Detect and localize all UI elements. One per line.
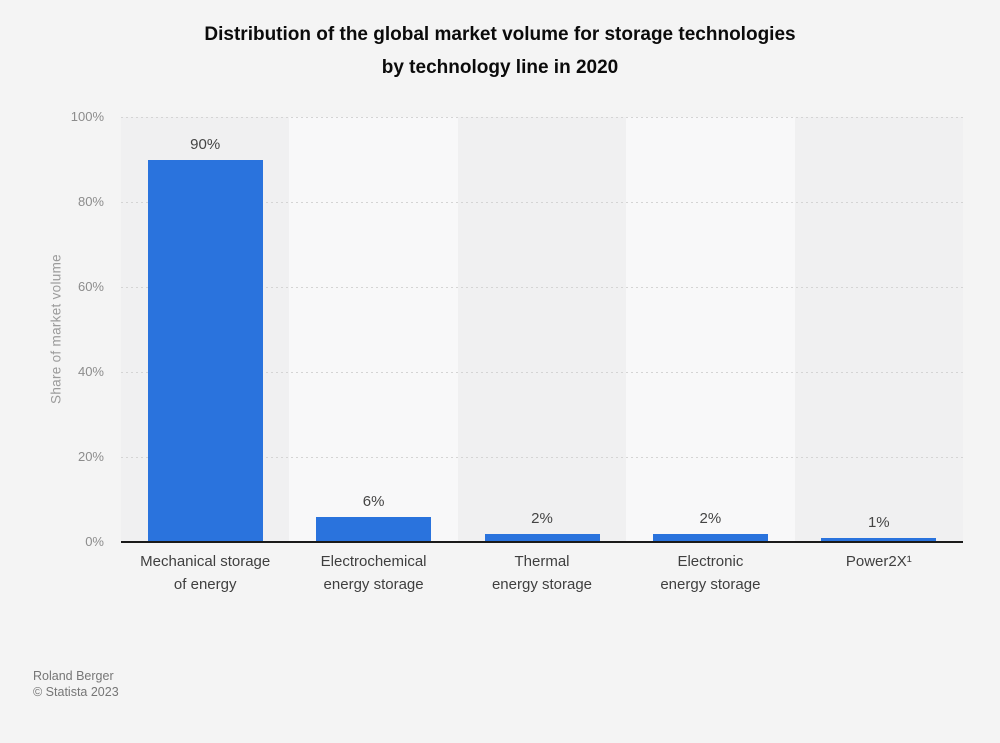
category-label-line: Thermal: [514, 553, 570, 570]
category-label: Power2X¹: [795, 550, 963, 573]
plot-area: 90% 6% 2% 2% 1%: [121, 117, 963, 543]
plot-band: [794, 117, 963, 542]
category-label-line: of energy: [173, 576, 237, 593]
category-label: Electrochemical energy storage: [289, 550, 457, 596]
bar[interactable]: [652, 533, 768, 542]
category-label-line: Mechanical storage: [140, 553, 271, 570]
bar[interactable]: [821, 537, 937, 542]
gridline: [121, 287, 963, 288]
bar-value-label: 2%: [531, 509, 553, 527]
y-tick-label: 40%: [77, 364, 104, 379]
bar-value-label: 1%: [867, 513, 890, 531]
y-tick-label: 80%: [77, 194, 104, 209]
y-tick-label: 0%: [85, 534, 104, 549]
chart-title-line-2: by technology line in 2020: [381, 57, 619, 78]
category-label-line: energy storage: [323, 576, 424, 593]
category-label-line: Electrochemical: [320, 553, 427, 570]
gridline: [121, 117, 963, 118]
bar[interactable]: [147, 159, 263, 542]
y-tick-label: 60%: [77, 279, 104, 294]
bar[interactable]: [484, 533, 600, 542]
gridline: [121, 202, 963, 203]
x-axis-line: [121, 541, 963, 543]
category-label: Thermal energy storage: [458, 550, 626, 596]
category-label: Mechanical storage of energy: [121, 550, 289, 596]
source-text: Roland Berger: [33, 669, 114, 683]
category-label-line: Power2X¹: [845, 553, 912, 570]
plot-band: [457, 117, 627, 542]
bar[interactable]: [316, 516, 432, 542]
chart-title-line-1: Distribution of the global market volume…: [204, 24, 796, 45]
gridline: [121, 457, 963, 458]
copyright-text: © Statista 2023: [33, 684, 119, 699]
y-tick-label: 20%: [77, 449, 104, 464]
category-label: Electronic energy storage: [626, 550, 794, 596]
bar-value-label: 90%: [190, 135, 221, 153]
plot-band: [626, 117, 795, 542]
category-label-line: Electronic: [677, 553, 744, 570]
y-tick-label: 100%: [70, 109, 104, 124]
y-axis-title: Share of market volume: [48, 254, 64, 404]
footer: Roland Berger © Statista 2023: [33, 669, 119, 700]
category-label-line: energy storage: [660, 576, 761, 593]
bar-value-label: 6%: [362, 492, 385, 510]
category-label-line: energy storage: [491, 576, 593, 593]
chart-title: Distribution of the global market volume…: [0, 18, 1000, 84]
plot-band: [289, 117, 458, 542]
gridline: [121, 372, 963, 373]
bar-value-label: 2%: [699, 509, 722, 527]
